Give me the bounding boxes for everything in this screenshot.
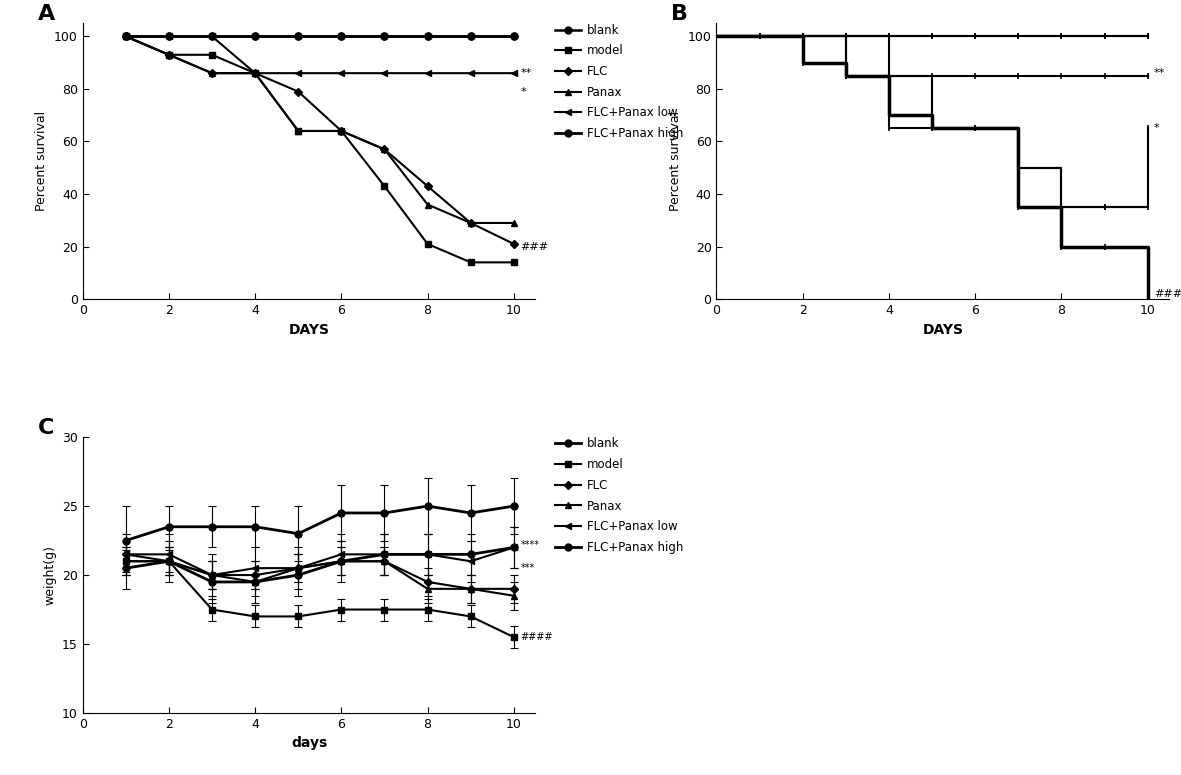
Legend: blank, model, FLC, Panax, FLC+Panax low, FLC+Panax high: blank, model, FLC, Panax, FLC+Panax low,… — [555, 437, 683, 554]
X-axis label: DAYS: DAYS — [922, 322, 964, 336]
Y-axis label: weight(g): weight(g) — [44, 545, 57, 605]
Text: C: C — [38, 418, 54, 438]
Text: ****: **** — [521, 539, 540, 549]
Y-axis label: Percent survival: Percent survival — [670, 111, 683, 212]
Text: B: B — [671, 4, 689, 24]
Y-axis label: Percent survival: Percent survival — [35, 111, 48, 212]
Text: ###: ### — [1154, 289, 1181, 299]
Text: A: A — [38, 4, 54, 24]
Text: **: ** — [521, 68, 531, 78]
Text: ####: #### — [521, 632, 553, 642]
X-axis label: DAYS: DAYS — [288, 322, 329, 336]
Legend: blank, model, FLC, Panax, FLC+Panax low, FLC+Panax high: blank, model, FLC, Panax, FLC+Panax low,… — [555, 23, 683, 140]
Text: **: ** — [1154, 68, 1166, 78]
Text: *: * — [521, 87, 526, 97]
Text: ###: ### — [521, 242, 548, 252]
Text: ***: *** — [521, 563, 535, 574]
X-axis label: days: days — [291, 736, 327, 750]
Text: *: * — [1154, 123, 1160, 133]
